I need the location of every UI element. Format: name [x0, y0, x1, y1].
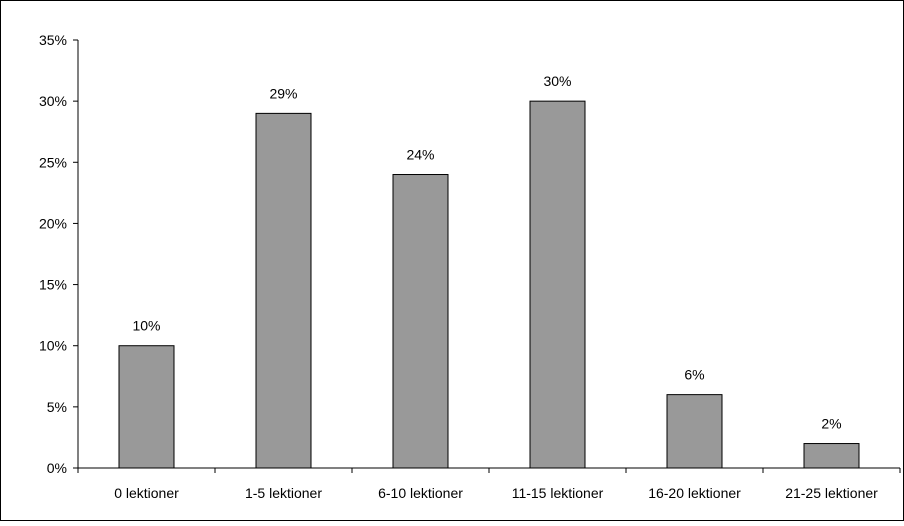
bar — [803, 443, 860, 469]
y-tick-label: 25% — [39, 154, 67, 170]
data-label: 29% — [269, 85, 297, 101]
bar — [666, 394, 723, 469]
x-tick-label: 21-25 lektioner — [785, 485, 878, 501]
bar — [392, 174, 449, 469]
data-label: 24% — [406, 147, 434, 163]
data-label: 6% — [684, 367, 704, 383]
bar — [118, 345, 175, 469]
x-tick-label: 1-5 lektioner — [245, 485, 322, 501]
y-tick-label: 30% — [39, 93, 67, 109]
y-tick-label: 20% — [39, 215, 67, 231]
y-tick-label: 0% — [47, 460, 67, 476]
y-tick-label: 10% — [39, 338, 67, 354]
bars — [118, 100, 860, 469]
x-tick-label: 0 lektioner — [114, 485, 179, 501]
x-tick-label: 16-20 lektioner — [648, 485, 741, 501]
x-tick-label: 11-15 lektioner — [512, 485, 604, 501]
y-tick-label: 35% — [39, 32, 67, 48]
y-axis: 0% 5% 10% 15% 20% 25% 30% 35% — [39, 32, 79, 476]
y-tick-label: 5% — [47, 399, 67, 415]
data-labels: 10% 29% 24% 30% 6% 2% — [132, 73, 841, 431]
data-label: 2% — [821, 416, 841, 432]
bar — [529, 100, 586, 469]
data-label: 30% — [543, 73, 571, 89]
data-label: 10% — [132, 318, 160, 334]
bar — [255, 112, 312, 469]
x-axis: 0 lektioner 1-5 lektioner 6-10 lektioner 11… — [77, 467, 901, 501]
y-tick-label: 15% — [39, 277, 67, 293]
x-tick-label: 6-10 lektioner — [378, 485, 463, 501]
